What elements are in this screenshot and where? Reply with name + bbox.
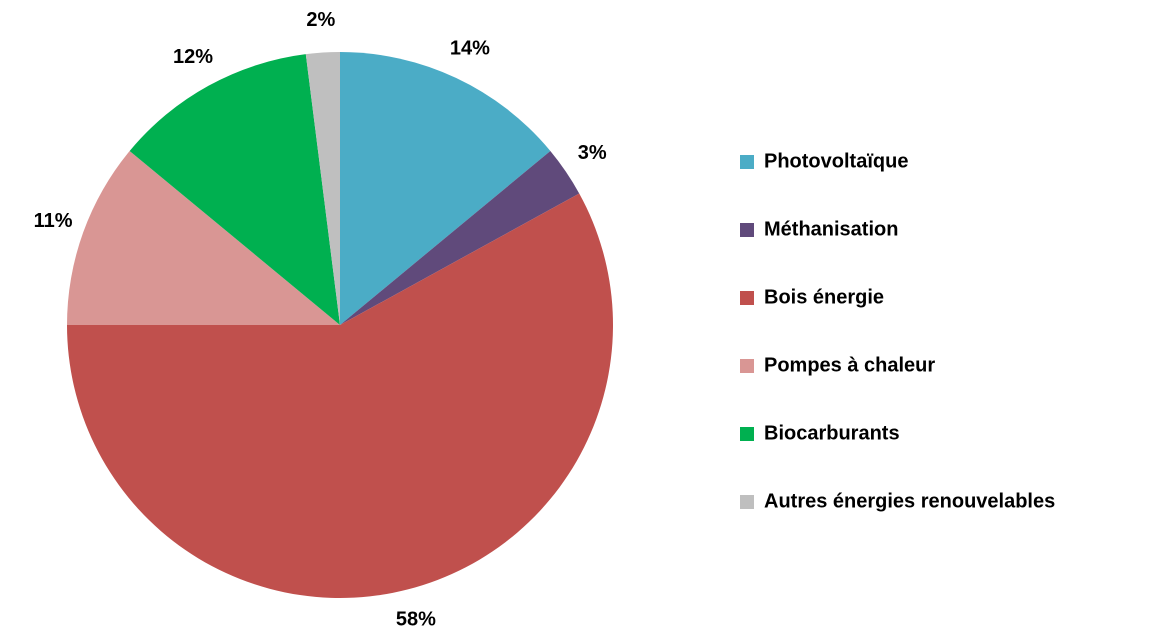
pie-slice [129, 54, 340, 326]
legend-label: Pompes à chaleur [764, 354, 935, 376]
legend-swatch [740, 155, 754, 169]
pie-slice [67, 150, 340, 325]
legend-label: Méthanisation [764, 218, 898, 240]
legend-swatch [740, 495, 754, 509]
legend-label: Biocarburants [764, 422, 900, 444]
legend-swatch [740, 291, 754, 305]
pie-slice [305, 52, 340, 325]
legend-swatch [740, 223, 754, 237]
legend-swatch [740, 427, 754, 441]
pie-slice [340, 52, 551, 325]
legend-label: Photovoltaïque [764, 150, 908, 172]
legend-label: Bois énergie [764, 286, 884, 308]
pie-slice [340, 150, 580, 325]
data-label: 14% [450, 37, 490, 59]
data-label: 58% [396, 609, 436, 631]
data-label: 3% [578, 142, 607, 164]
legend-label: Autres énergies renouvelables [764, 490, 1055, 512]
pie-slice [67, 193, 614, 598]
legend-swatch [740, 359, 754, 373]
data-label: 11% [34, 210, 73, 232]
data-label: 12% [173, 46, 213, 68]
data-label: 2% [306, 9, 335, 31]
